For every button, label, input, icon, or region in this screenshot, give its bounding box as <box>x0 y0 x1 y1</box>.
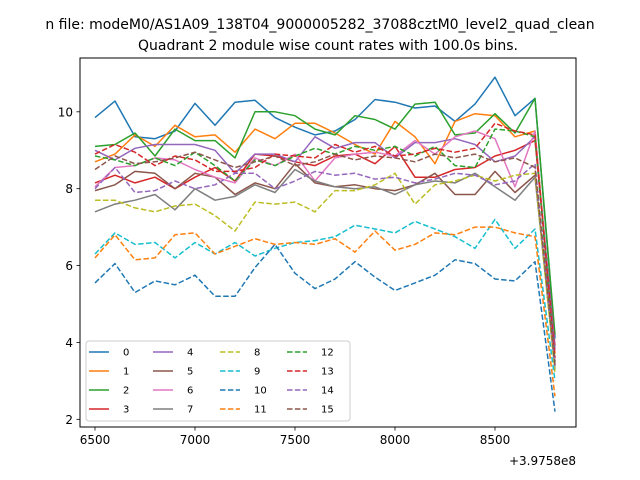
x-tick-label: 6500 <box>80 433 111 447</box>
series-line-1 <box>94 112 556 355</box>
legend-label-12: 12 <box>321 348 334 359</box>
y-tick-label: 10 <box>58 105 73 119</box>
legend-label-3: 3 <box>123 405 129 416</box>
legend-label-4: 4 <box>187 348 193 359</box>
axes-frame <box>79 57 577 428</box>
x-offset-label: +3.9758e8 <box>509 454 576 468</box>
plot-lines <box>94 76 556 412</box>
series-line-0 <box>94 76 556 339</box>
x-tick-label: 7000 <box>180 433 211 447</box>
y-tick-label: 6 <box>65 259 73 273</box>
y-axis: 2 4 6 8 10 <box>58 105 80 427</box>
legend-label-14: 14 <box>321 386 334 397</box>
chart-title: Quadrant 2 module wise count rates with … <box>138 38 518 54</box>
series-line-2 <box>94 97 556 335</box>
x-tick-label: 8500 <box>480 433 511 447</box>
legend-label-8: 8 <box>254 348 260 359</box>
legend-label-2: 2 <box>123 386 129 397</box>
x-tick-label: 7500 <box>280 433 311 447</box>
legend-label-6: 6 <box>187 386 193 397</box>
series-line-11 <box>94 226 556 397</box>
legend-label-11: 11 <box>254 405 267 416</box>
series-line-10 <box>94 243 556 412</box>
x-axis: 6500 7000 7500 8000 8500 <box>80 427 511 447</box>
legend-label-10: 10 <box>254 386 267 397</box>
series-line-15 <box>94 151 556 366</box>
y-tick-label: 2 <box>65 413 73 427</box>
series-line-5 <box>94 162 556 362</box>
legend-label-9: 9 <box>254 367 260 378</box>
legend-label-13: 13 <box>321 367 334 378</box>
series-line-13 <box>94 122 556 358</box>
series-line-14 <box>94 162 556 366</box>
legend-box <box>85 340 351 422</box>
legend-label-1: 1 <box>123 367 129 378</box>
x-tick-label: 8000 <box>380 433 411 447</box>
series-line-4 <box>94 136 556 351</box>
y-tick-label: 4 <box>65 336 73 350</box>
series-line-9 <box>94 218 556 381</box>
legend-label-0: 0 <box>123 348 129 359</box>
legend-label-7: 7 <box>187 405 193 416</box>
series-line-6 <box>94 130 556 366</box>
figure-suptitle: n file: modeM0/AS1A09_138T04_9000005282_… <box>45 17 594 33</box>
y-tick-label: 8 <box>65 182 73 196</box>
legend-label-5: 5 <box>187 367 193 378</box>
legend-label-15: 15 <box>321 405 334 416</box>
